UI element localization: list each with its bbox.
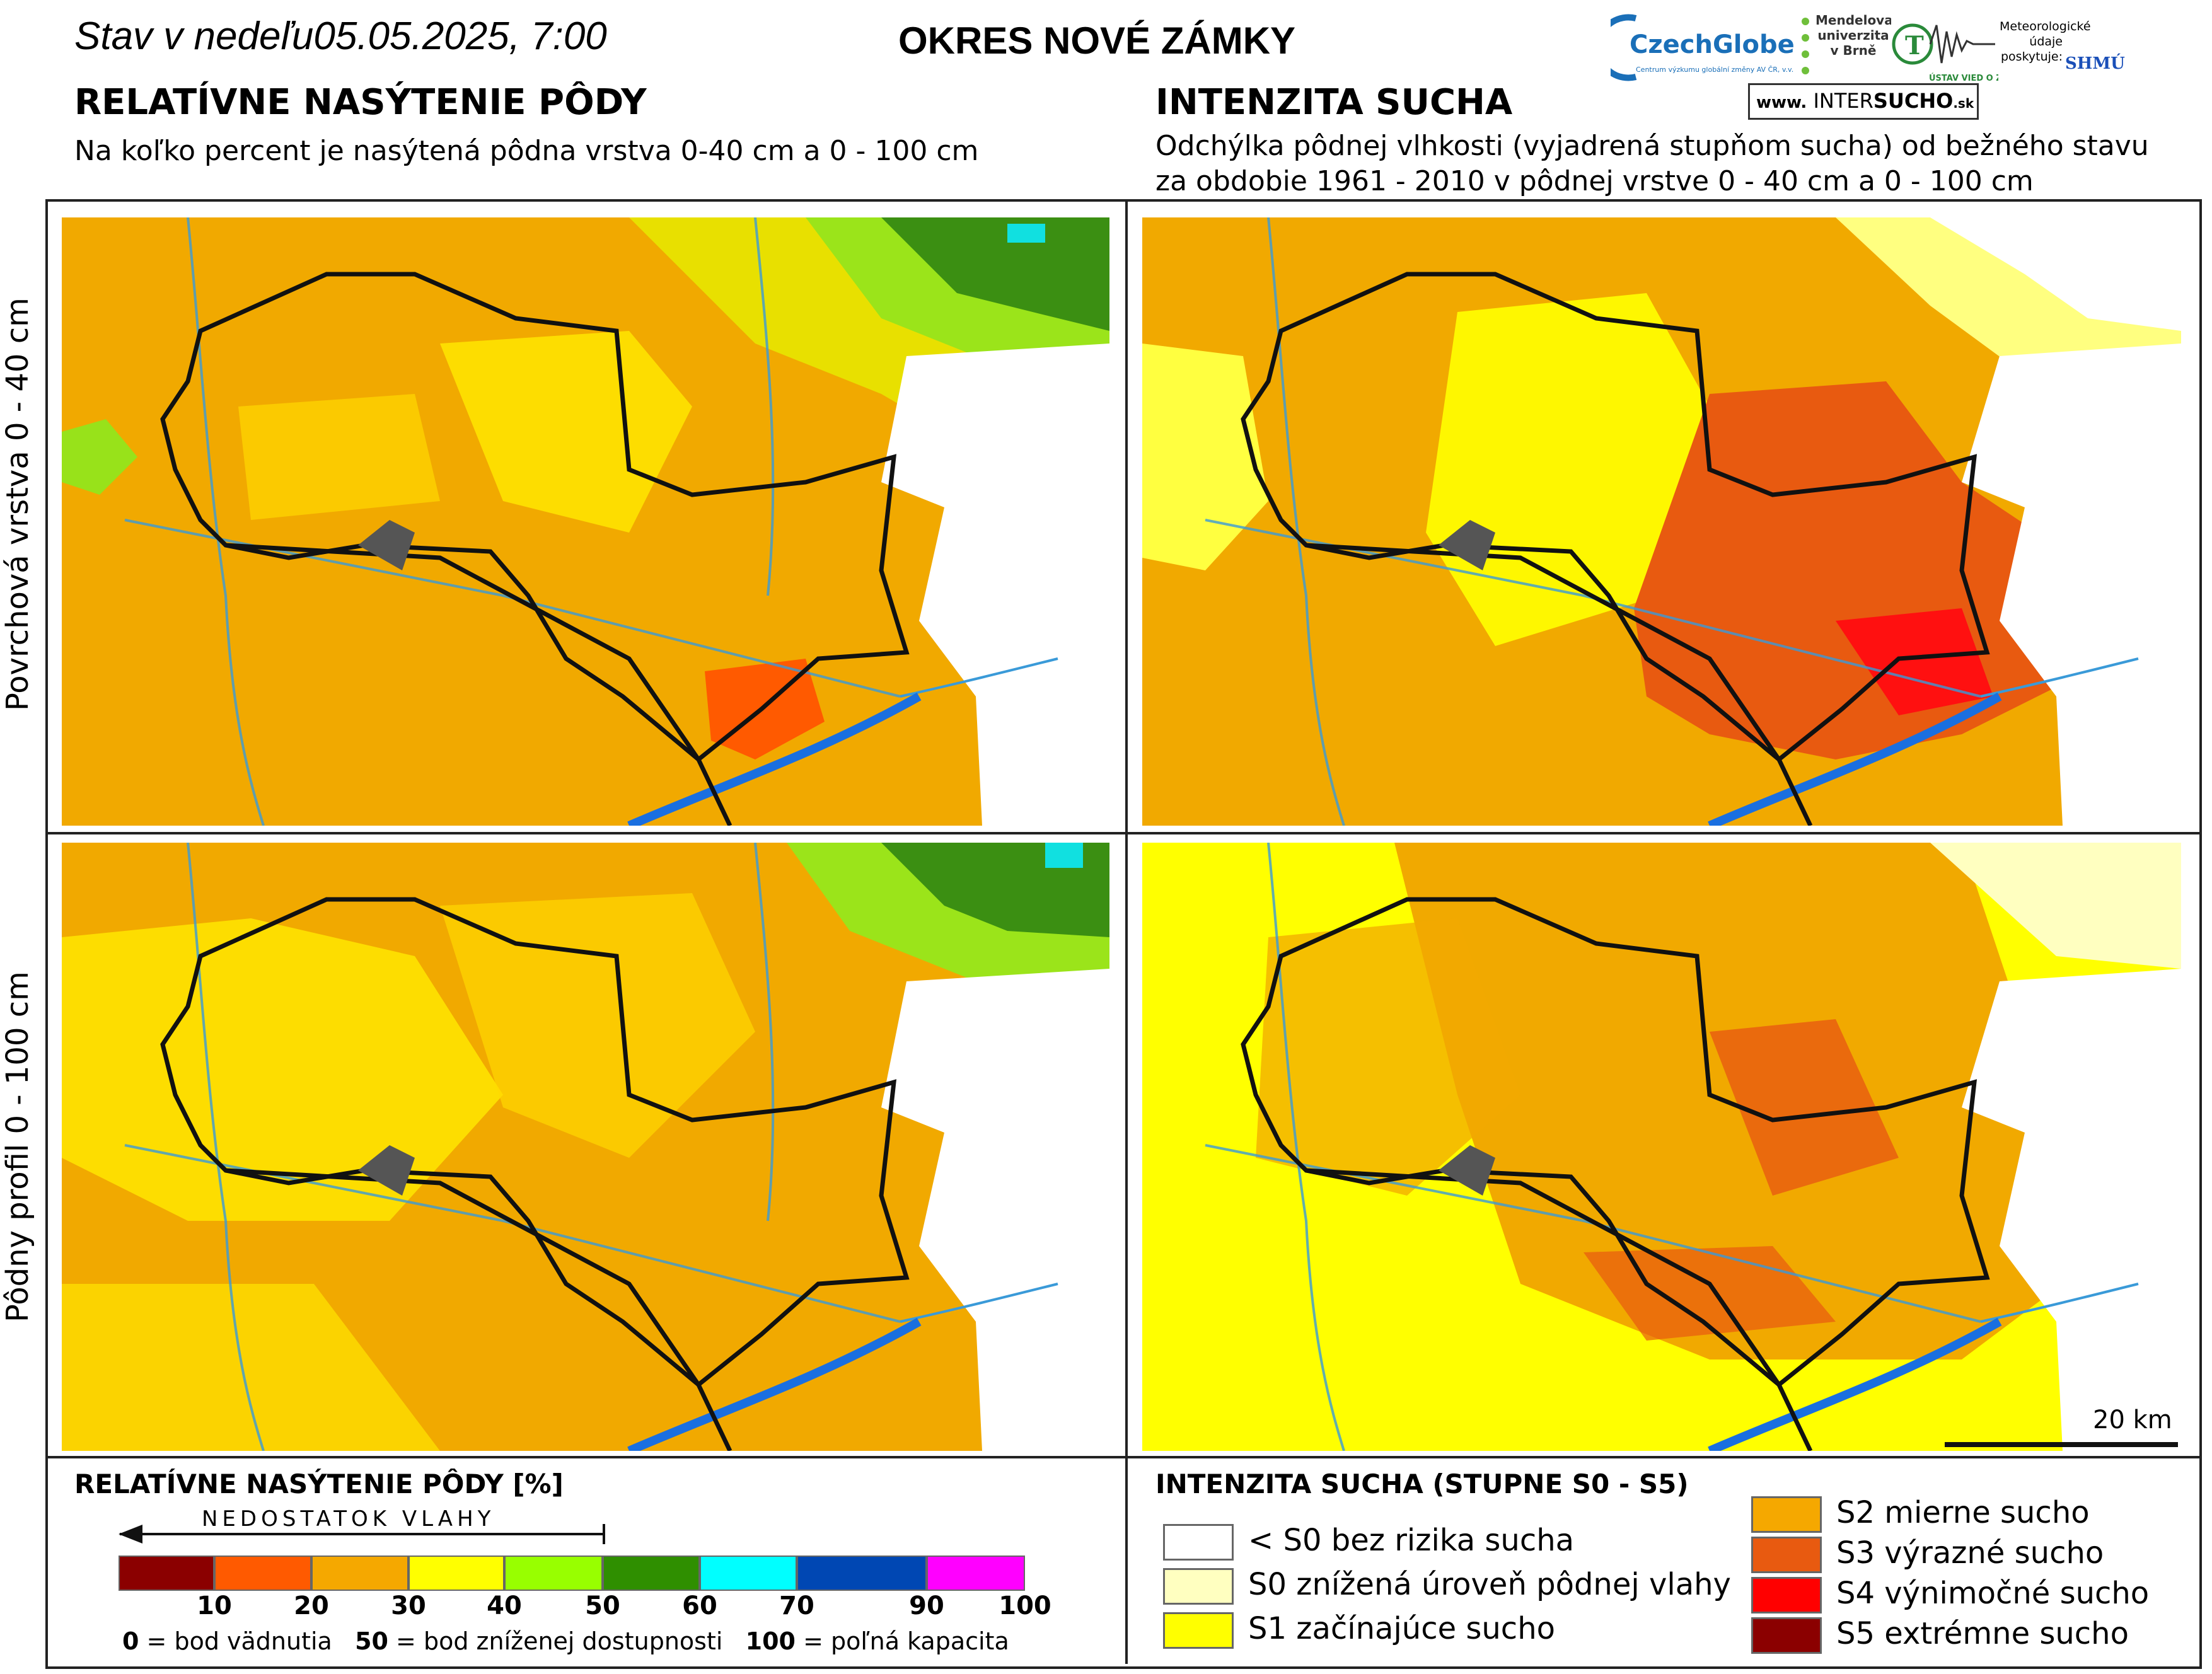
horizontal-divider-2 — [45, 1456, 2199, 1458]
legend-drought-label: S5 extrémne sucho — [1836, 1616, 2129, 1651]
legend-drought-label: S3 výrazné sucho — [1836, 1535, 2104, 1571]
legend-arrow-label: NEDOSTATOK VLAHY — [202, 1506, 495, 1532]
right-section-subtitle-2: za obdobie 1961 - 2010 v pôdnej vrstve 0… — [1155, 165, 2034, 197]
vertical-divider — [1125, 199, 1128, 1664]
legend-drought-swatch — [1751, 1617, 1822, 1654]
ustav-logo-text: ÚSTAV VIED O ZEMI — [1929, 73, 1998, 83]
intersucho-prefix: www. — [1756, 93, 1807, 112]
legend-drought-label: < S0 bez rizika sucha — [1248, 1523, 1575, 1558]
legend-color-cell — [700, 1556, 797, 1591]
district-title: OKRES NOVÉ ZÁMKY — [898, 20, 1296, 62]
scale-bar-label: 20 km — [2093, 1406, 2172, 1434]
meteo-text: Meteorologické údaje poskytuje: — [2000, 20, 2091, 64]
svg-text:CzechGlobe: CzechGlobe — [1630, 30, 1793, 59]
legend-drought-label: S4 výnimočné sucho — [1836, 1576, 2150, 1611]
legend-drought-swatch — [1751, 1577, 1822, 1613]
legend-tick-label: 40 — [487, 1591, 522, 1620]
intersucho-logo: www. INTERSUCHO.sk — [1748, 83, 1979, 120]
left-section-title: RELATÍVNE NASÝTENIE PÔDY — [74, 82, 647, 123]
legend-tick-label: 30 — [391, 1591, 426, 1620]
svg-text:Centrum výzkumu globální změny: Centrum výzkumu globální změny AV ČR, v.… — [1636, 66, 1793, 74]
czechglobe-logo-subtext: Centrum výzkumu globální změny AV ČR, v.… — [1636, 66, 1793, 74]
legend-arrow-head-icon — [119, 1525, 142, 1544]
legend-arrow-tick — [603, 1524, 605, 1544]
map-saturation-profile — [62, 843, 1109, 1451]
intersucho-name-a: INTER — [1813, 89, 1873, 113]
legend-color-cell — [119, 1556, 214, 1591]
date-label: Stav v nedeľu05.05.2025, 7:00 — [74, 14, 607, 58]
legend-note-100-text: = poľná kapacita — [796, 1627, 1009, 1655]
scale-bar — [1945, 1442, 2178, 1447]
legend-tick-label: 90 — [909, 1591, 944, 1620]
map-saturation-topsoil — [62, 217, 1109, 826]
map-drought-profile — [1142, 843, 2181, 1451]
legend-drought-swatch — [1163, 1568, 1234, 1605]
legend-note-0-value: 0 — [122, 1627, 139, 1655]
intersucho-name-b: SUCHO — [1873, 89, 1954, 113]
legend-color-cell — [214, 1556, 311, 1591]
legend-color-cell — [797, 1556, 927, 1591]
intersucho-suffix: .sk — [1953, 96, 1974, 111]
legend-note-100-value: 100 — [745, 1627, 796, 1655]
legend-tick-label: 100 — [999, 1591, 1051, 1620]
right-section-subtitle-1: Odchýlka pôdnej vlhkosti (vyjadrená stup… — [1155, 130, 2149, 162]
legend-drought-label: S2 mierne sucho — [1836, 1495, 2090, 1530]
legend-drought-label: S0 znížená úroveň pôdnej vlahy — [1248, 1567, 1731, 1602]
legend-tick-label: 10 — [197, 1591, 232, 1620]
legend-left-title: RELATÍVNE NASÝTENIE PÔDY [%] — [74, 1469, 564, 1499]
ustav-logo: T ÚSTAV VIED O ZEMI — [1891, 13, 2018, 88]
legend-tick-label: 20 — [294, 1591, 329, 1620]
legend-drought-swatch — [1751, 1496, 1822, 1533]
legend-tick-label: 70 — [779, 1591, 814, 1620]
svg-text:T: T — [1905, 31, 1924, 61]
legend-color-cell — [504, 1556, 603, 1591]
right-section-title: INTENZITA SUCHA — [1155, 82, 1513, 123]
map-drought-topsoil — [1142, 217, 2181, 826]
outer-frame — [45, 199, 2202, 1669]
legend-note-50-text: = bod zníženej dostupnosti — [388, 1627, 723, 1655]
legend-color-cell — [927, 1556, 1025, 1591]
row-label-top: Povrchová vrstva 0 - 40 cm — [0, 297, 35, 711]
legend-drought-swatch — [1163, 1612, 1234, 1649]
legend-note-50-value: 50 — [355, 1627, 388, 1655]
row-label-bottom: Pôdny profil 0 - 100 cm — [0, 971, 35, 1322]
legend-color-cell — [311, 1556, 408, 1591]
shmu-logo-text: SHMÚ — [2065, 54, 2125, 73]
horizontal-divider-1 — [45, 832, 2199, 834]
mendel-logo: Mendelova univerzita v Brně — [1797, 13, 1891, 88]
meteo-logo: Meteorologické údaje poskytuje: SHMÚ — [2000, 19, 2126, 88]
legend-arrow-line — [120, 1533, 605, 1535]
legend-tick-label: 50 — [585, 1591, 620, 1620]
legend-right-title: INTENZITA SUCHA (STUPNE S0 - S5) — [1155, 1469, 1689, 1499]
left-section-subtitle: Na koľko percent je nasýtená pôdna vrstv… — [74, 135, 979, 167]
legend-note-0-text: = bod vädnutia — [139, 1627, 332, 1655]
legend-drought-label: S1 začínajúce sucho — [1248, 1611, 1555, 1646]
legend-tick-label: 60 — [682, 1591, 717, 1620]
legend-color-cell — [408, 1556, 504, 1591]
legend-drought-swatch — [1751, 1537, 1822, 1573]
svg-text:ÚSTAV VIED O ZEMI: ÚSTAV VIED O ZEMI — [1929, 73, 1998, 83]
legend-drought-swatch — [1163, 1524, 1234, 1561]
legend-left-notes: 0 = bod vädnutia 50 = bod zníženej dostu… — [122, 1627, 1009, 1655]
mendel-logo-text: Mendelova univerzita v Brně — [1815, 13, 1891, 58]
czechglobe-logo-text: CzechGlobe — [1630, 30, 1793, 59]
legend-color-cell — [603, 1556, 700, 1591]
czechglobe-logo: CzechGlobe Centrum výzkumu globální změn… — [1595, 9, 1798, 84]
